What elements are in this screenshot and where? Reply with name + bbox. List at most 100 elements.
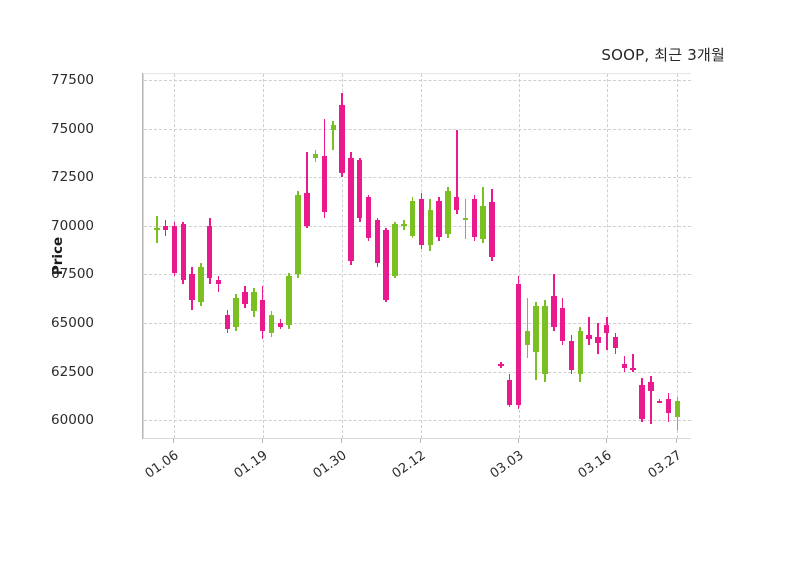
candle-body bbox=[321, 155, 328, 213]
candle-body bbox=[462, 218, 469, 220]
candle-wick bbox=[623, 356, 626, 372]
candle-body bbox=[595, 336, 601, 343]
candle-wick bbox=[332, 120, 335, 150]
candle-body bbox=[162, 225, 169, 230]
candle-body bbox=[154, 227, 160, 230]
candle-body bbox=[383, 229, 389, 300]
candle-body bbox=[224, 315, 231, 329]
chart-title: SOOP, 최근 3개월 bbox=[601, 46, 725, 64]
candle-body bbox=[630, 367, 636, 370]
candle-body bbox=[612, 336, 619, 349]
candle-body bbox=[418, 198, 425, 246]
candle-body bbox=[427, 210, 434, 246]
candle-body bbox=[568, 340, 575, 370]
candle-body bbox=[648, 381, 654, 392]
x-tick-label: 03.03 bbox=[487, 448, 527, 482]
candle-body bbox=[356, 159, 363, 219]
y-tick-label: 75000 bbox=[51, 120, 94, 137]
y-tick-label: 77500 bbox=[51, 71, 94, 88]
y-gridline bbox=[144, 371, 691, 373]
y-gridline bbox=[144, 177, 691, 179]
y-tick-label: 67500 bbox=[51, 266, 94, 283]
candle-body bbox=[577, 330, 583, 374]
candle-body bbox=[215, 280, 222, 285]
x-gridline bbox=[518, 74, 520, 438]
candle-body bbox=[189, 274, 195, 300]
x-gridline bbox=[421, 74, 423, 438]
x-tick-mark bbox=[341, 439, 343, 443]
x-tick-label: 03.16 bbox=[575, 448, 615, 482]
x-tick-mark bbox=[676, 439, 678, 443]
candle-body bbox=[286, 276, 292, 326]
x-tick-mark bbox=[517, 439, 519, 443]
candle-body bbox=[551, 295, 557, 328]
y-gridline bbox=[144, 323, 691, 325]
plot-area bbox=[143, 74, 691, 439]
x-tick-label: 01.30 bbox=[310, 448, 350, 482]
candle-body bbox=[498, 364, 504, 366]
candle-body bbox=[348, 157, 354, 261]
candle-body bbox=[392, 223, 398, 277]
candle-body bbox=[374, 219, 381, 263]
candle-body bbox=[436, 200, 442, 238]
candle-body bbox=[171, 225, 178, 273]
candle-wick bbox=[588, 317, 590, 345]
candle-body bbox=[665, 399, 672, 413]
x-tick-mark bbox=[605, 439, 607, 443]
candle-body bbox=[656, 401, 663, 403]
candle-body bbox=[489, 202, 495, 257]
candle-wick bbox=[155, 216, 158, 244]
candle-body bbox=[542, 305, 548, 374]
y-tick-label: 70000 bbox=[51, 217, 94, 234]
candle-wick bbox=[658, 399, 661, 403]
y-axis-line bbox=[142, 73, 143, 439]
candle-body bbox=[480, 206, 486, 240]
candle-body bbox=[312, 153, 319, 158]
x-gridline bbox=[262, 74, 264, 438]
candle-body bbox=[233, 297, 239, 328]
candle-body bbox=[524, 330, 531, 345]
candle-body bbox=[533, 305, 539, 353]
y-gridline bbox=[144, 274, 691, 276]
candle-body bbox=[206, 225, 213, 279]
x-gridline bbox=[677, 74, 679, 438]
candle-body bbox=[674, 401, 681, 417]
candle-body bbox=[330, 124, 336, 131]
y-tick-label: 72500 bbox=[51, 169, 94, 186]
y-gridline bbox=[144, 79, 691, 81]
candle-body bbox=[277, 323, 284, 328]
x-gridline bbox=[606, 74, 608, 438]
candle-wick bbox=[605, 317, 608, 351]
candle-body bbox=[242, 292, 248, 304]
x-tick-mark bbox=[420, 439, 422, 443]
candle-wick bbox=[632, 354, 634, 372]
x-tick-label: 01.06 bbox=[142, 448, 183, 482]
candle-body bbox=[471, 198, 478, 238]
plot-border-top bbox=[143, 73, 691, 74]
candle-wick bbox=[305, 151, 308, 228]
candle-body bbox=[445, 190, 451, 234]
y-gridline bbox=[144, 420, 691, 422]
y-tick-label: 62500 bbox=[51, 363, 94, 380]
candle-wick bbox=[526, 297, 529, 359]
y-tick-label: 60000 bbox=[51, 412, 94, 429]
candle-body bbox=[365, 196, 372, 238]
x-tick-label: 03.27 bbox=[645, 448, 685, 482]
candle-body bbox=[515, 284, 522, 405]
candle-body bbox=[268, 315, 275, 333]
x-tick-label: 02.12 bbox=[389, 448, 430, 482]
candle-body bbox=[506, 379, 513, 405]
candle-body bbox=[604, 325, 610, 333]
candle-body bbox=[401, 223, 407, 226]
x-gridline bbox=[342, 74, 344, 438]
candle-body bbox=[339, 105, 345, 174]
y-gridline bbox=[144, 128, 691, 130]
candle-body bbox=[409, 200, 416, 236]
x-tick-mark bbox=[173, 439, 175, 443]
candle-body bbox=[586, 334, 592, 339]
y-tick-label: 65000 bbox=[51, 315, 94, 332]
candle-body bbox=[639, 385, 645, 419]
candle-body bbox=[259, 299, 266, 331]
candle-body bbox=[454, 196, 460, 211]
